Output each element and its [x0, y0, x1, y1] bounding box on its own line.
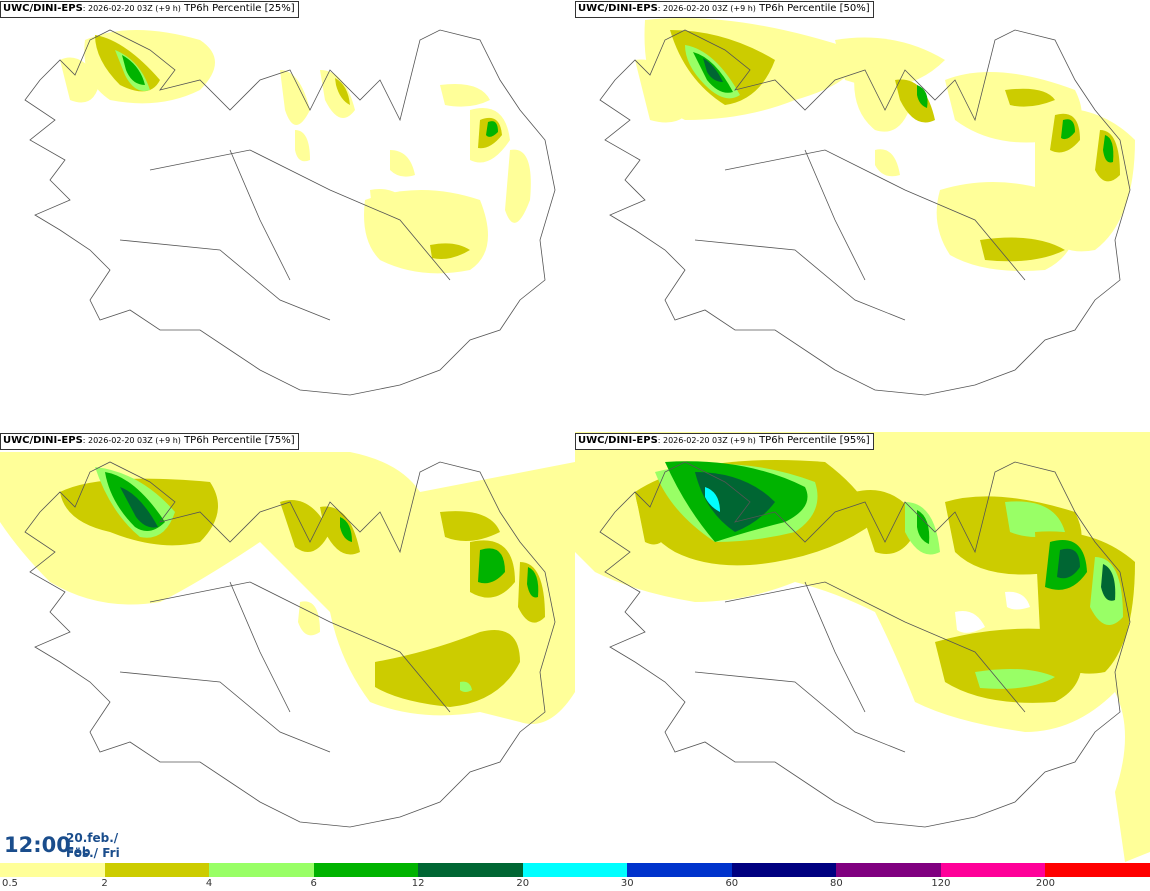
coastline — [24, 29, 556, 396]
coastline — [599, 29, 1131, 396]
panel-title-p50: UWC/DINI-EPS: 2026-02-20 03Z (+9 h) TP6h… — [575, 1, 874, 18]
color-legend: 0.5 2 4 6 12 20 30 60 80 120 200 — [0, 863, 1150, 891]
legend-tick-label: 20 — [516, 878, 530, 889]
legend-swatch — [836, 863, 941, 877]
valid-date-line2: Fös./ Fri — [66, 846, 120, 860]
field-name: TP6h Percentile [95%] — [755, 435, 870, 446]
map-panel-p50: UWC/DINI-EPS: 2026-02-20 03Z (+9 h) TP6h… — [575, 0, 1150, 430]
legend-tick-label: 4 — [205, 878, 213, 889]
map-panel-p75: UWC/DINI-EPS: 2026-02-20 03Z (+9 h) TP6h… — [0, 432, 575, 862]
precip-shading — [0, 452, 575, 724]
legend-swatch — [313, 863, 419, 877]
precip-map-p95 — [575, 432, 1150, 862]
legend-tick-label: 80 — [829, 878, 843, 889]
legend-tick-label: 30 — [620, 878, 634, 889]
legend-tick-label: 60 — [725, 878, 739, 889]
model-name: UWC/DINI-EPS — [578, 435, 658, 446]
legend-tick-label: 120 — [931, 878, 951, 889]
precip-map-p75 — [0, 452, 575, 828]
field-name: TP6h Percentile [50%] — [755, 3, 870, 14]
legend-swatch — [1045, 863, 1150, 877]
map-panel-p25: UWC/DINI-EPS: 2026-02-20 03Z (+9 h) TP6h… — [0, 0, 575, 430]
precip-shading — [60, 30, 531, 274]
coastline — [599, 461, 1131, 828]
run-time: : 2026-02-20 03Z (+9 h) — [657, 436, 756, 445]
legend-bar — [0, 863, 1150, 877]
precip-map-p50 — [599, 18, 1135, 396]
model-name: UWC/DINI-EPS — [578, 3, 658, 14]
legend-tick-label: 200 — [1035, 878, 1055, 889]
legend-tick-label: 6 — [310, 878, 317, 889]
legend-swatch — [104, 863, 210, 877]
run-time: : 2026-02-20 03Z (+9 h) — [82, 436, 181, 445]
precip-shading — [575, 432, 1150, 862]
map-panel-p95: UWC/DINI-EPS: 2026-02-20 03Z (+9 h) TP6h… — [575, 432, 1150, 862]
legend-swatch — [627, 863, 732, 877]
model-name: UWC/DINI-EPS — [3, 3, 83, 14]
field-name: TP6h Percentile [25%] — [180, 3, 295, 14]
model-name: UWC/DINI-EPS — [3, 435, 83, 446]
legend-swatch — [731, 863, 837, 877]
legend-swatch — [940, 863, 1046, 877]
precip-map-p25 — [24, 29, 556, 396]
legend-tick-label: 0.5 — [2, 878, 18, 889]
panel-title-p95: UWC/DINI-EPS: 2026-02-20 03Z (+9 h) TP6h… — [575, 433, 874, 450]
run-time: : 2026-02-20 03Z (+9 h) — [657, 4, 756, 13]
valid-time-box: 12:00 20.feb./ Feb Fös./ Fri — [0, 827, 140, 863]
valid-date-line1: 20.feb./ Feb — [66, 831, 119, 859]
legend-swatch — [418, 863, 523, 877]
precip-shading — [635, 18, 1135, 271]
coastline — [24, 461, 556, 828]
legend-swatch — [209, 863, 314, 877]
run-time: : 2026-02-20 03Z (+9 h) — [82, 4, 181, 13]
valid-time: 12:00 — [4, 833, 71, 857]
legend-tick-label: 2 — [101, 878, 108, 889]
legend-tick-label: 12 — [411, 878, 425, 889]
field-name: TP6h Percentile [75%] — [180, 435, 295, 446]
legend-swatch — [522, 863, 628, 877]
panel-title-p75: UWC/DINI-EPS: 2026-02-20 03Z (+9 h) TP6h… — [0, 433, 299, 450]
panel-title-p25: UWC/DINI-EPS: 2026-02-20 03Z (+9 h) TP6h… — [0, 1, 299, 18]
legend-swatch — [0, 863, 105, 877]
